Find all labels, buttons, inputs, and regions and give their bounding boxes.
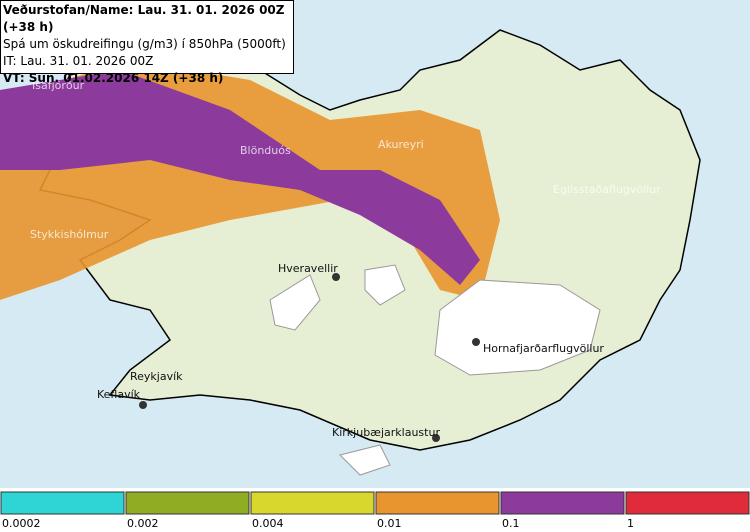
legend-swatch <box>500 491 625 515</box>
legend-label: 0.004 <box>252 517 284 530</box>
header-line: VT: Sun. 01.02.2026 14Z (+38 h) <box>3 71 224 85</box>
legend-label: 0.0002 <box>2 517 41 530</box>
glacier <box>269 274 321 331</box>
place-marker <box>332 273 340 281</box>
ash-purple <box>0 70 480 285</box>
legend-swatch <box>250 491 375 515</box>
glacier <box>434 279 601 376</box>
glacier <box>364 264 406 306</box>
place-label: Reykjavík <box>130 370 183 383</box>
legend-label: 0.002 <box>127 517 159 530</box>
place-label: Kirkjubæjarklaustur <box>332 426 440 439</box>
place-label: Egilsstaðaflugvöllur <box>553 183 661 196</box>
place-marker <box>139 401 147 409</box>
legend-label: 0.1 <box>502 517 520 530</box>
header-line: Veðurstofan/Name: Lau. 31. 01. 2026 00Z … <box>3 3 285 34</box>
place-label: Ísafjörður <box>32 79 85 92</box>
place-marker <box>432 434 440 442</box>
glacier <box>339 444 391 476</box>
header-line: IT: Lau. 31. 01. 2026 00Z <box>3 54 154 68</box>
place-marker <box>472 338 480 346</box>
legend-label: 0.01 <box>377 517 402 530</box>
place-label: Blönduós <box>240 144 291 157</box>
legend-swatch <box>125 491 250 515</box>
legend-label: 1 <box>627 517 634 530</box>
legend-swatch <box>0 491 125 515</box>
legend-swatch <box>375 491 500 515</box>
header: Veðurstofan/Name: Lau. 31. 01. 2026 00Z … <box>0 0 294 85</box>
place-label: Stykkishólmur <box>30 228 109 241</box>
place-label: Hveravellir <box>278 262 338 275</box>
legend-bg <box>0 488 750 532</box>
place-label: Keflavík <box>97 388 141 401</box>
place-label: Akureyri <box>378 138 424 151</box>
legend-swatch <box>625 491 750 515</box>
place-label: Hornafjarðarflugvöllur <box>483 342 604 355</box>
header-line: Spá um öskudreifingu (g/m3) í 850hPa (50… <box>3 37 286 51</box>
